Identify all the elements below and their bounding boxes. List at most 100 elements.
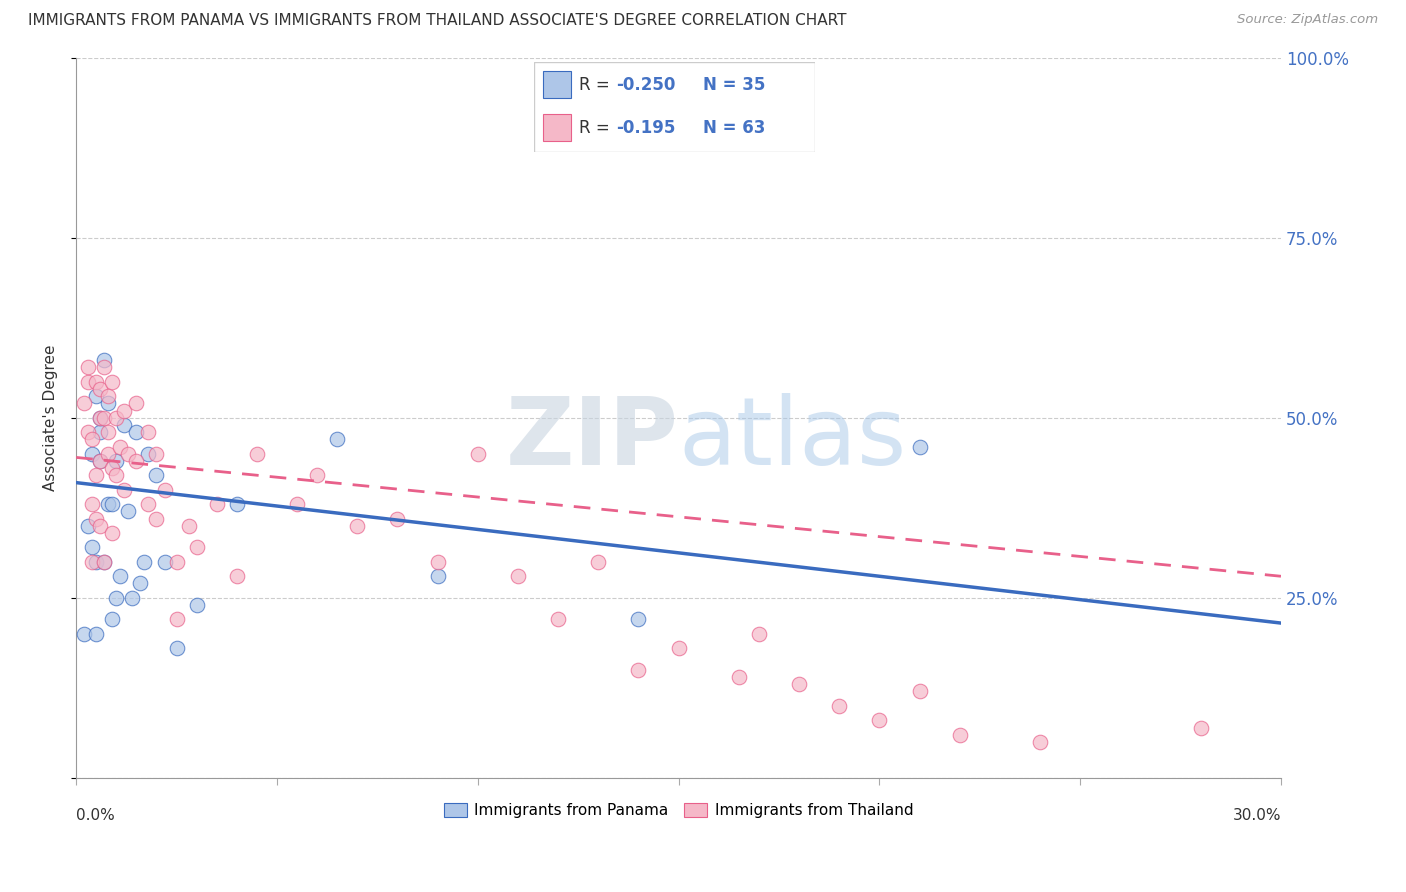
Point <box>326 433 349 447</box>
Point <box>177 519 200 533</box>
Point <box>93 353 115 368</box>
Point <box>225 569 247 583</box>
Point <box>285 497 308 511</box>
Text: atlas: atlas <box>679 393 907 485</box>
Point <box>949 728 972 742</box>
Point <box>82 541 104 555</box>
Point <box>125 425 148 440</box>
Point <box>727 670 749 684</box>
Text: IMMIGRANTS FROM PANAMA VS IMMIGRANTS FROM THAILAND ASSOCIATE'S DEGREE CORRELATIO: IMMIGRANTS FROM PANAMA VS IMMIGRANTS FRO… <box>28 13 846 29</box>
Point <box>145 447 167 461</box>
Point <box>101 461 124 475</box>
Text: 0.0%: 0.0% <box>76 808 115 823</box>
Point <box>117 504 139 518</box>
Point <box>84 555 107 569</box>
Point <box>186 541 208 555</box>
Point <box>105 468 128 483</box>
Point <box>73 396 96 410</box>
Point <box>89 410 111 425</box>
Point <box>84 627 107 641</box>
Point <box>129 576 152 591</box>
Point <box>97 497 120 511</box>
Point <box>89 425 111 440</box>
Point <box>153 483 176 497</box>
Point <box>101 375 124 389</box>
Point <box>166 612 188 626</box>
Point <box>82 433 104 447</box>
Point <box>82 497 104 511</box>
Text: -0.250: -0.250 <box>616 76 675 94</box>
Point <box>1029 735 1052 749</box>
Point <box>89 454 111 468</box>
Point <box>467 447 489 461</box>
Point <box>166 555 188 569</box>
Point <box>110 440 132 454</box>
Point <box>125 454 148 468</box>
Point <box>105 454 128 468</box>
Point <box>84 468 107 483</box>
Point <box>97 389 120 403</box>
Text: R =: R = <box>579 76 616 94</box>
Point <box>77 375 100 389</box>
Point <box>117 447 139 461</box>
Point <box>506 569 529 583</box>
Point <box>97 447 120 461</box>
Point <box>153 555 176 569</box>
Point <box>110 569 132 583</box>
Point <box>627 612 650 626</box>
Point <box>828 698 851 713</box>
Point <box>101 612 124 626</box>
Point <box>748 627 770 641</box>
Point <box>121 591 143 605</box>
Point <box>89 519 111 533</box>
Point <box>668 641 690 656</box>
Point <box>89 454 111 468</box>
Point <box>112 417 135 432</box>
Legend: Immigrants from Panama, Immigrants from Thailand: Immigrants from Panama, Immigrants from … <box>437 797 920 824</box>
Bar <box>543 114 571 141</box>
Point <box>93 410 115 425</box>
Point <box>426 569 449 583</box>
Point <box>112 403 135 417</box>
Point <box>787 677 810 691</box>
Point <box>138 497 160 511</box>
Point <box>84 375 107 389</box>
Text: -0.195: -0.195 <box>616 119 675 136</box>
Point <box>105 410 128 425</box>
Point <box>93 555 115 569</box>
Bar <box>543 71 571 98</box>
Point <box>246 447 269 461</box>
Point <box>105 591 128 605</box>
Point <box>125 396 148 410</box>
Point <box>77 360 100 375</box>
Point <box>908 440 931 454</box>
Text: 30.0%: 30.0% <box>1233 808 1281 823</box>
Point <box>82 447 104 461</box>
Point <box>868 714 890 728</box>
Point <box>586 555 609 569</box>
Text: Source: ZipAtlas.com: Source: ZipAtlas.com <box>1237 13 1378 27</box>
Point <box>627 663 650 677</box>
Point <box>89 382 111 396</box>
Point <box>77 519 100 533</box>
Text: R =: R = <box>579 119 616 136</box>
Point <box>166 641 188 656</box>
Point <box>186 598 208 612</box>
Text: ZIP: ZIP <box>506 393 679 485</box>
Point <box>82 555 104 569</box>
Point <box>97 396 120 410</box>
Point <box>387 511 409 525</box>
Point <box>908 684 931 698</box>
Point <box>145 511 167 525</box>
Point <box>101 497 124 511</box>
Point <box>205 497 228 511</box>
Point <box>145 468 167 483</box>
Point <box>547 612 569 626</box>
Point <box>84 389 107 403</box>
Point <box>73 627 96 641</box>
Point <box>112 483 135 497</box>
Point <box>225 497 247 511</box>
Point <box>426 555 449 569</box>
Point <box>77 425 100 440</box>
Point <box>89 410 111 425</box>
